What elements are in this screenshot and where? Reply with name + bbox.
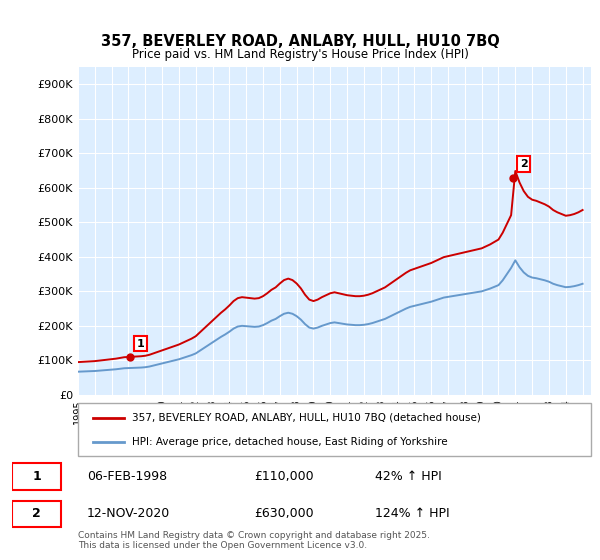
Text: Contains HM Land Registry data © Crown copyright and database right 2025.
This d: Contains HM Land Registry data © Crown c… <box>78 530 430 550</box>
Text: 357, BEVERLEY ROAD, ANLABY, HULL, HU10 7BQ (detached house): 357, BEVERLEY ROAD, ANLABY, HULL, HU10 7… <box>132 413 481 423</box>
FancyBboxPatch shape <box>78 403 591 456</box>
Text: 2: 2 <box>32 507 41 520</box>
Text: 42% ↑ HPI: 42% ↑ HPI <box>375 470 442 483</box>
Text: HPI: Average price, detached house, East Riding of Yorkshire: HPI: Average price, detached house, East… <box>132 437 448 447</box>
FancyBboxPatch shape <box>12 501 61 527</box>
Text: 1: 1 <box>32 470 41 483</box>
Text: Price paid vs. HM Land Registry's House Price Index (HPI): Price paid vs. HM Land Registry's House … <box>131 48 469 60</box>
Text: £630,000: £630,000 <box>254 507 314 520</box>
Text: 2: 2 <box>520 159 527 169</box>
Text: 124% ↑ HPI: 124% ↑ HPI <box>375 507 449 520</box>
Text: 12-NOV-2020: 12-NOV-2020 <box>87 507 170 520</box>
Text: 1: 1 <box>137 339 145 348</box>
FancyBboxPatch shape <box>12 464 61 490</box>
Text: £110,000: £110,000 <box>254 470 314 483</box>
Text: 357, BEVERLEY ROAD, ANLABY, HULL, HU10 7BQ: 357, BEVERLEY ROAD, ANLABY, HULL, HU10 7… <box>101 34 499 49</box>
Text: 06-FEB-1998: 06-FEB-1998 <box>87 470 167 483</box>
